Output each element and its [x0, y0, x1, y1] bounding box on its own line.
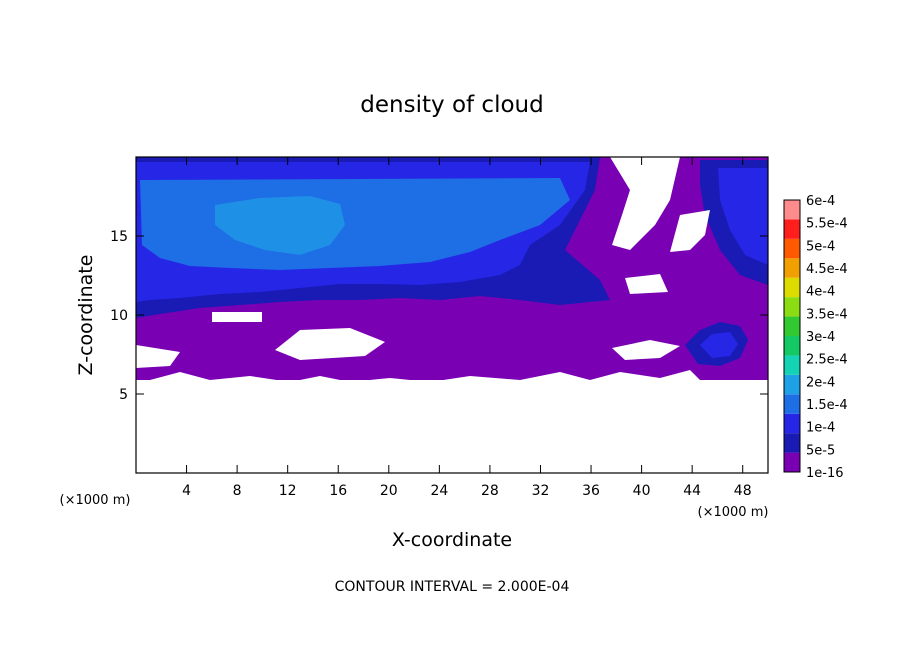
- colorbar-swatch: [784, 336, 800, 356]
- colorbar-label: 1e-16: [806, 466, 844, 481]
- y-tick-label: 10: [110, 308, 128, 324]
- colorbar-swatch: [784, 277, 800, 298]
- colorbar-swatch: [784, 238, 800, 259]
- colorbar-label: 4.5e-4: [806, 262, 848, 277]
- x-axis: 4 8 12 16 20 24 28 32 36 40 44 48: [182, 157, 752, 499]
- clear-gap-3: [625, 274, 668, 294]
- x-unit-label: (×1000 m): [698, 505, 769, 520]
- colorbar-label: 5.5e-4: [806, 217, 848, 232]
- cloud-region-core: [215, 196, 345, 255]
- colorbar-swatch: [784, 374, 800, 395]
- colorbar-label: 2.5e-4: [806, 353, 848, 368]
- y-unit-label: (×1000 m): [60, 493, 131, 508]
- y-axis: 5 10 15: [110, 229, 768, 403]
- colorbar-swatch: [784, 258, 800, 278]
- colorbar-frame: [783, 199, 801, 473]
- x-tick-label: 12: [279, 483, 297, 499]
- x-tick-label: 8: [233, 483, 242, 499]
- x-tick-label: 28: [481, 483, 499, 499]
- colorbar-swatch: [784, 219, 800, 239]
- colorbar-label: 6e-4: [806, 194, 835, 209]
- colorbar-swatch: [784, 297, 800, 317]
- colorbar-swatch: [784, 316, 800, 336]
- colorbar-swatch: [784, 394, 800, 414]
- clear-gap-5: [275, 328, 385, 360]
- x-tick-label: 48: [734, 483, 752, 499]
- colorbar-swatch: [784, 355, 800, 375]
- x-tick-label: 20: [380, 483, 398, 499]
- colorbar-label: 4e-4: [806, 285, 835, 300]
- y-tick-label: 5: [119, 387, 128, 403]
- colorbar-label: 1.5e-4: [806, 398, 848, 413]
- chart-title: density of cloud: [360, 92, 543, 118]
- cloud-eddy-inner: [700, 332, 738, 358]
- density-field: [136, 157, 768, 473]
- contour-interval-note: CONTOUR INTERVAL = 2.000E-04: [335, 579, 570, 595]
- x-tick-label: 4: [182, 483, 191, 499]
- colorbar-label: 5e-5: [806, 443, 835, 458]
- clear-gap-1: [610, 157, 680, 250]
- x-tick-label: 32: [532, 483, 550, 499]
- colorbar-swatch: [784, 413, 800, 434]
- colorbar-swatch: [784, 452, 800, 472]
- x-tick-label: 24: [430, 483, 448, 499]
- clear-gap-6: [136, 345, 180, 368]
- y-axis-label: Z-coordinate: [75, 255, 97, 376]
- colorbar-swatch: [784, 433, 800, 453]
- colorbar-label: 3.5e-4: [806, 307, 848, 322]
- colorbar-swatch: [784, 200, 800, 220]
- x-tick-label: 16: [329, 483, 347, 499]
- colorbar-label: 5e-4: [806, 239, 835, 254]
- colorbar-label: 1e-4: [806, 421, 835, 436]
- x-axis-label: X-coordinate: [392, 529, 512, 551]
- x-tick-label: 44: [683, 483, 701, 499]
- colorbar-label: 2e-4: [806, 375, 835, 390]
- clear-region-lower: [136, 380, 768, 473]
- clear-gap-4: [212, 312, 262, 322]
- clear-gap-2: [670, 210, 710, 252]
- cloud-region-1e-4-right: [718, 168, 768, 265]
- colorbar: 1e-16 5e-5 1e-4 1.5e-4 2e-4 2.5e-4 3e-4 3.5e-4 4…: [783, 194, 848, 481]
- colorbar-label: 3e-4: [806, 330, 835, 345]
- clear-gap-7: [612, 340, 680, 360]
- x-tick-label: 40: [633, 483, 651, 499]
- y-tick-label: 15: [110, 229, 128, 245]
- x-tick-label: 36: [582, 483, 600, 499]
